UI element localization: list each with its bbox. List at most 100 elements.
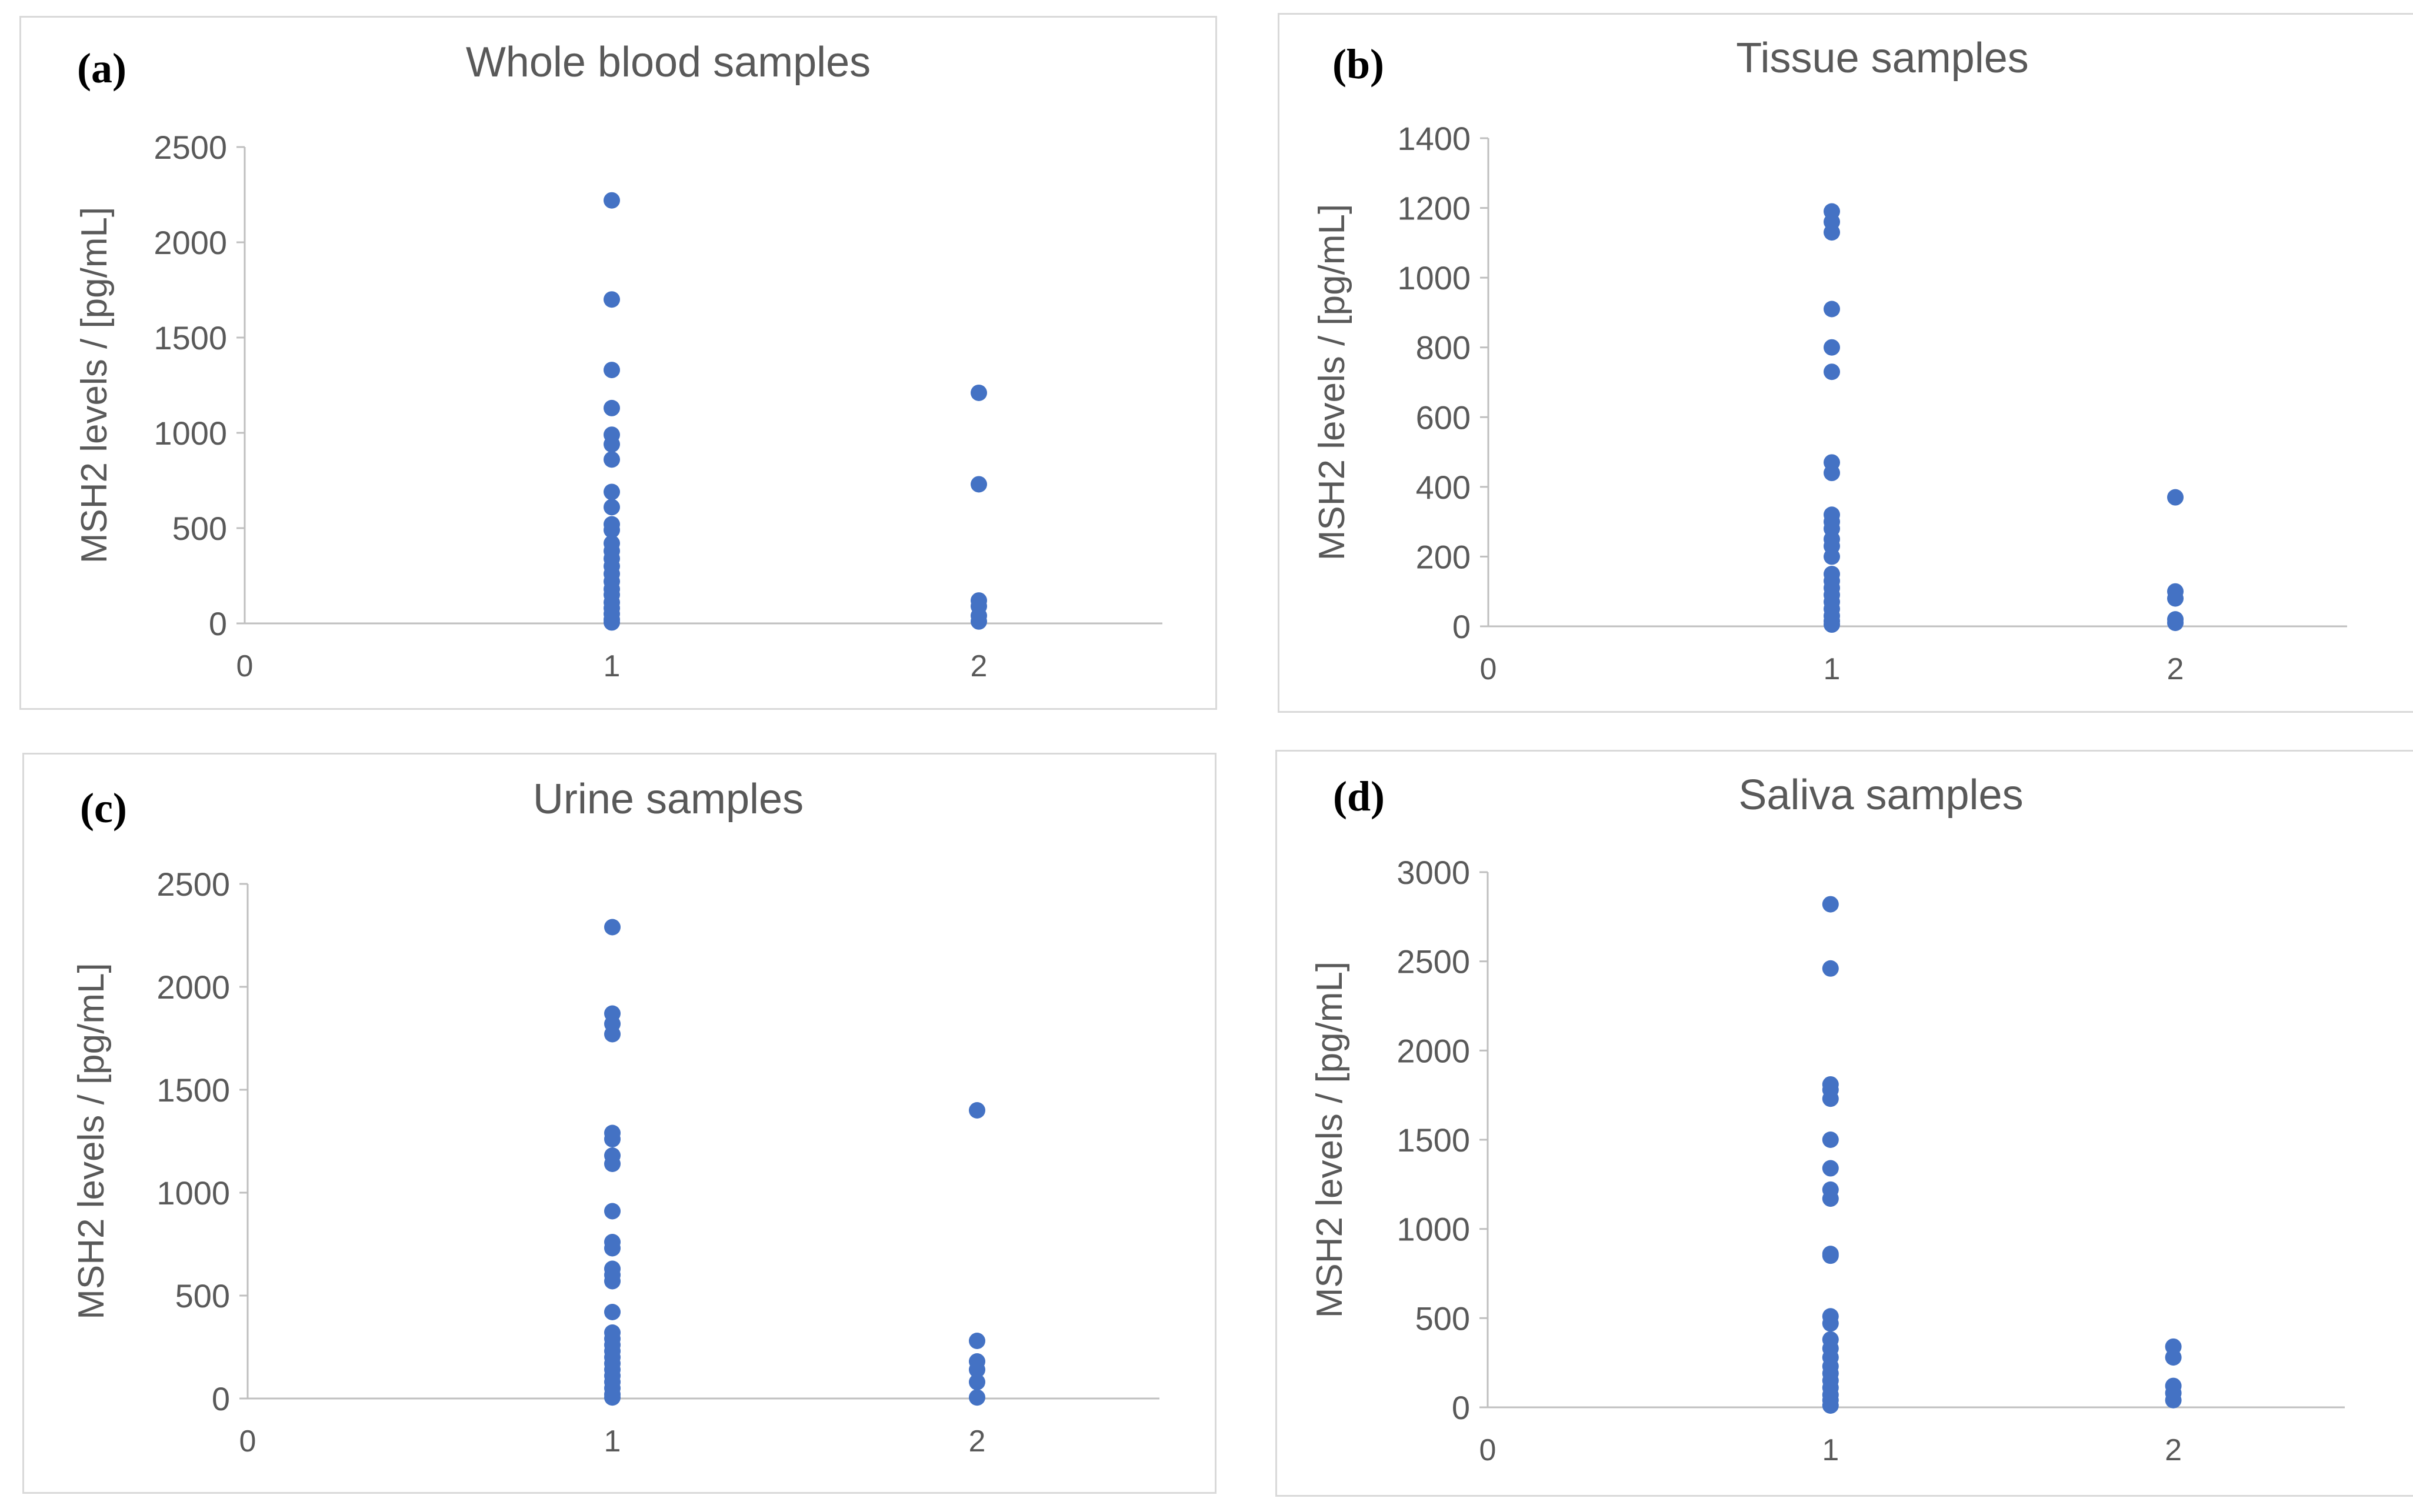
data-point [971,613,987,630]
data-point [969,1374,985,1390]
y-tick-label: 3000 [1397,854,1470,891]
chart-panel-b: (b) Tissue samples MSH2 levels / [pg/mL] 14… [1278,13,2413,713]
data-point [604,1273,621,1290]
data-point [1822,1315,1839,1332]
data-point [971,476,987,493]
data-point [1822,1190,1839,1207]
chart-title: Whole blood samples [466,39,871,86]
x-tick-label: 1 [1824,652,1841,686]
x-tick-label: 0 [1479,1433,1497,1467]
panel-label: (a) [77,45,126,92]
data-point [1824,224,1840,241]
y-tick-label: 2000 [154,224,227,261]
y-tick-label: 1500 [1397,1122,1470,1159]
data-point [604,614,620,631]
chart-svg-a: (a) Whole blood samples MSH2 levels / [pg/… [74,39,1162,683]
data-point [1824,465,1840,482]
data-point [604,1026,621,1043]
y-tick-label: 0 [1452,608,1471,645]
y-tick-label: 800 [1416,329,1471,366]
data-point [1822,1090,1839,1107]
chart-title: Urine samples [533,776,804,823]
data-point [1822,896,1839,913]
data-point [1824,363,1840,380]
y-axis-label: MSH2 levels / [pg/mL] [1312,204,1352,560]
data-point [604,399,620,416]
x-tick-label: 0 [1480,652,1497,686]
y-tick-label: 1500 [156,1072,230,1109]
y-tick-label: 2500 [156,866,230,903]
y-tick-label: 0 [212,1380,230,1417]
data-point [604,1389,621,1406]
data-point [1824,301,1840,318]
chart-title: Saliva samples [1738,772,2023,819]
chart-svg-d: (d) Saliva samples MSH2 levels / [pg/mL] 30… [1309,772,2345,1467]
data-point [604,362,620,379]
data-point [1822,960,1839,977]
y-tick-label: 0 [209,605,227,642]
data-point [604,436,620,453]
y-axis-label: MSH2 levels / [pg/mL] [1309,962,1350,1318]
data-point [2167,489,2184,506]
chart-panel-d: (d) Saliva samples MSH2 levels / [pg/mL] 30… [1275,750,2413,1497]
x-tick-label: 0 [239,1424,256,1458]
data-point [2167,590,2184,607]
y-tick-label: 1000 [156,1174,230,1211]
y-tick-label: 500 [172,510,227,547]
y-tick-label: 1000 [1397,1211,1470,1248]
x-tick-label: 2 [2167,652,2184,686]
y-tick-label: 600 [1416,399,1471,436]
chart-title: Tissue samples [1736,35,2029,82]
chart-panel-c: (c) Urine samples MSH2 levels / [pg/mL] 250… [22,753,1217,1494]
data-point [969,1102,985,1119]
y-axis-label: MSH2 levels / [pg/mL] [71,963,112,1319]
data-point [1822,1132,1839,1148]
data-point [604,522,620,539]
y-tick-label: 2500 [1397,943,1470,980]
y-tick-label: 2000 [156,969,230,1006]
x-tick-label: 1 [604,1424,621,1458]
data-point [1824,548,1840,565]
data-point [1824,339,1840,356]
y-axis-label: MSH2 levels / [pg/mL] [74,207,115,563]
x-tick-label: 2 [969,1424,986,1458]
x-tick-label: 2 [971,649,988,683]
x-tick-label: 1 [604,649,621,683]
y-tick-label: 400 [1416,469,1471,506]
panel-label: (d) [1333,773,1385,820]
data-point [604,499,620,516]
data-point [604,451,620,468]
y-tick-label: 500 [175,1277,230,1314]
x-tick-label: 0 [236,649,254,683]
y-tick-label: 2000 [1397,1032,1470,1069]
data-point [969,1361,985,1378]
data-point [969,1389,985,1406]
data-point [2167,615,2184,632]
data-point [1822,1247,1839,1264]
data-point [604,1304,621,1320]
data-point [1822,1160,1839,1177]
y-tick-label: 1000 [154,415,227,452]
data-point [604,1203,621,1220]
data-point [604,192,620,209]
y-tick-label: 1400 [1397,120,1471,157]
y-tick-label: 1200 [1397,190,1471,227]
data-point [1822,1397,1839,1414]
data-point [1824,616,1840,633]
data-point [604,1156,621,1172]
data-point [604,1131,621,1147]
data-point [604,919,621,936]
y-tick-label: 2500 [154,129,227,166]
data-point [604,1240,621,1257]
data-point [2165,1391,2182,1408]
data-point [604,483,620,500]
y-tick-label: 200 [1416,538,1471,575]
data-point [971,384,987,401]
y-tick-label: 500 [1415,1300,1470,1337]
data-point [2165,1349,2182,1366]
x-tick-label: 2 [2165,1433,2182,1467]
y-tick-label: 0 [1452,1389,1470,1426]
x-tick-label: 1 [1822,1433,1839,1467]
panel-label: (b) [1332,41,1384,88]
